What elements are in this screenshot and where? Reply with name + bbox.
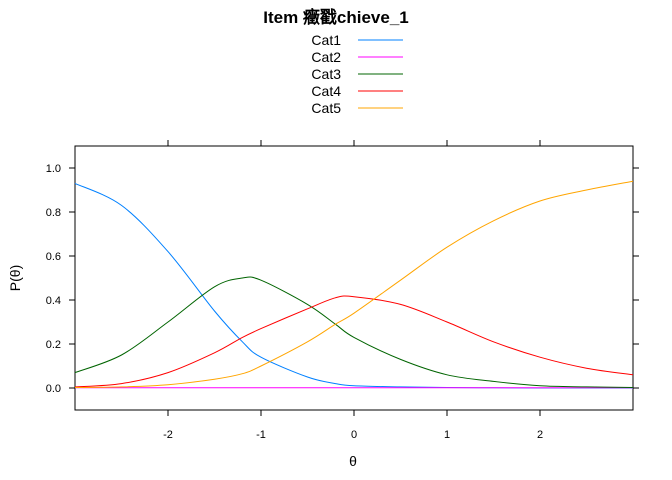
x-tick-label: 2: [537, 429, 543, 441]
legend-label-cat5: Cat5: [311, 100, 341, 116]
chart-title: Item 癥戳chieve_1: [263, 7, 409, 27]
x-axis: -2 -1 0 1 2: [163, 140, 543, 441]
series-line-cat5: [74, 180, 634, 389]
series-line-cat3: [74, 276, 634, 389]
y-tick-label: 1.0: [46, 163, 61, 175]
x-tick-label: -2: [163, 429, 173, 441]
plot-frame: [74, 145, 634, 411]
y-tick-label: 0.4: [46, 295, 61, 307]
legend-label-cat2: Cat2: [311, 49, 341, 65]
y-tick-label: 0.8: [46, 207, 61, 219]
y-axis: 0.0 0.2 0.4 0.6 0.8 1.0: [46, 163, 639, 395]
x-tick-label: 1: [444, 429, 450, 441]
y-tick-label: 0.6: [46, 251, 61, 263]
legend-label-cat4: Cat4: [311, 83, 341, 99]
y-tick-label: 0.2: [46, 339, 61, 351]
x-tick-label: -1: [256, 429, 266, 441]
series-line-cat4: [74, 295, 634, 388]
legend-label-cat3: Cat3: [311, 66, 341, 82]
series-lines: [74, 180, 634, 389]
y-tick-label: 0.0: [46, 383, 61, 395]
y-axis-title: P(θ): [7, 265, 23, 291]
series-line-cat1: [74, 182, 633, 389]
legend-label-cat1: Cat1: [311, 32, 341, 48]
x-tick-label: 0: [351, 429, 357, 441]
x-axis-title: θ: [349, 453, 357, 469]
